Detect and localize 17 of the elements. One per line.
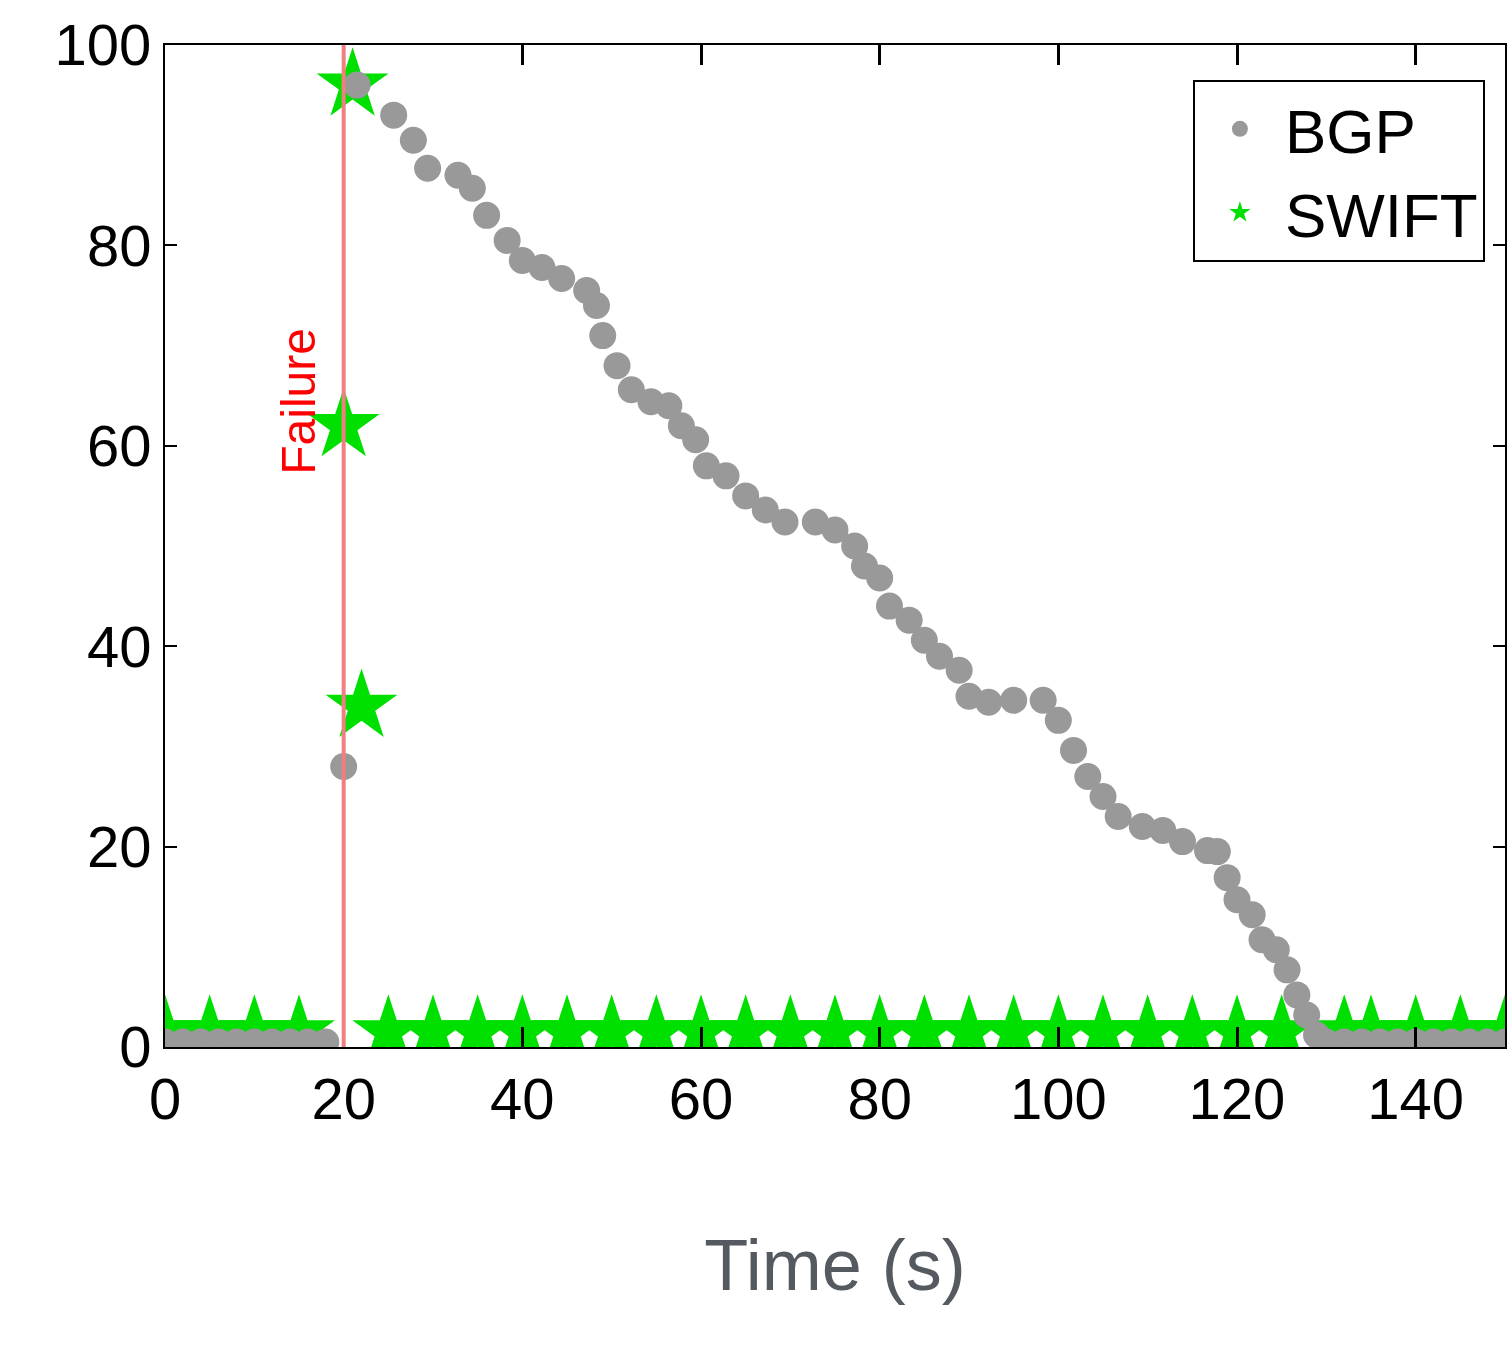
y-tick-label: 40 — [86, 613, 152, 679]
legend-label: SWIFT — [1284, 180, 1478, 250]
y-tick-label: 100 — [54, 12, 152, 78]
y-tick-label: 80 — [86, 212, 152, 278]
x-axis-title: Time (s) — [704, 1225, 966, 1305]
y-tick-label: 60 — [86, 413, 152, 479]
ref-line-label: Failure — [271, 328, 325, 475]
y-tick-label: 20 — [86, 813, 152, 879]
y-tick-label: 0 — [119, 1014, 152, 1080]
x-tick-label: 60 — [668, 1065, 734, 1131]
x-tick-label: 40 — [490, 1065, 555, 1131]
x-tick-label: 120 — [1188, 1065, 1286, 1131]
x-tick-label: 20 — [311, 1065, 376, 1131]
legend-label: BGP — [1284, 97, 1416, 167]
x-tick-label: 100 — [1009, 1065, 1107, 1131]
x-tick-label: 140 — [1367, 1065, 1465, 1131]
x-tick-label: 80 — [847, 1065, 912, 1131]
